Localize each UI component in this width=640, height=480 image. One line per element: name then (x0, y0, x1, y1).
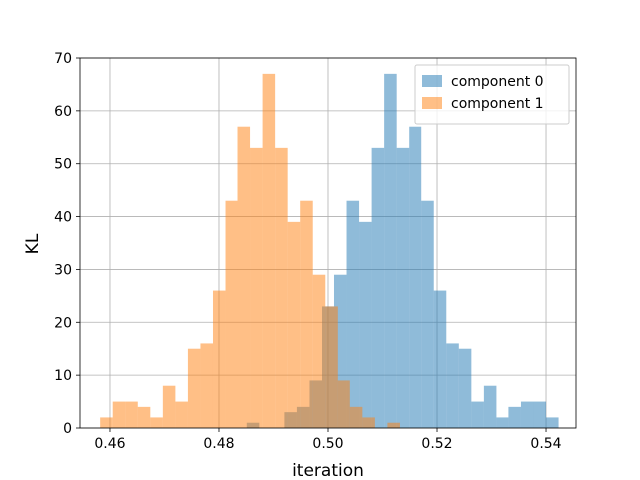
histogram-bar (237, 126, 251, 428)
histogram-bar (275, 147, 288, 428)
y-tick-label: 0 (63, 421, 72, 437)
legend: component 0 component 1 (414, 64, 570, 125)
histogram-bar (409, 126, 422, 428)
y-tick-label: 40 (54, 210, 72, 226)
y-tick-label: 70 (54, 51, 72, 67)
histogram-bar (250, 147, 263, 428)
y-tick-label: 20 (54, 315, 72, 331)
histogram-bar (187, 348, 201, 428)
histogram-bar (421, 200, 434, 428)
histogram-bar (362, 417, 375, 428)
y-axis-ticks: 0 10 20 30 40 50 60 70 (54, 51, 80, 437)
histogram-bar (162, 385, 176, 428)
y-tick-label: 60 (54, 104, 72, 120)
histogram-bar (496, 417, 509, 428)
grid-lines (80, 57, 576, 429)
x-tick-label: 0.50 (312, 436, 343, 452)
series-1-bars (100, 73, 400, 428)
histogram-bar (262, 73, 276, 428)
histogram-bar (508, 406, 521, 428)
x-tick-label: 0.52 (421, 436, 452, 452)
histogram-bars (100, 73, 559, 428)
histogram-bar (150, 417, 163, 428)
histogram-bar (458, 348, 472, 428)
legend-label: component 1 (451, 96, 544, 112)
legend-swatch (422, 75, 442, 87)
histogram-bar (359, 221, 372, 428)
histogram-bar (546, 417, 559, 428)
x-tick-label: 0.46 (94, 436, 125, 452)
x-axis-ticks: 0.46 0.48 0.50 0.52 0.54 (94, 428, 562, 452)
histogram-bar (346, 200, 360, 428)
legend-swatch (422, 97, 442, 109)
histogram-bar (312, 274, 326, 428)
x-tick-label: 0.48 (203, 436, 234, 452)
histogram-bar (387, 422, 400, 428)
histogram-bar (533, 401, 547, 428)
histogram-bar (112, 401, 126, 428)
histogram-bar (396, 147, 410, 428)
histogram-bar (225, 200, 238, 428)
x-tick-label: 0.54 (530, 436, 561, 452)
x-axis-label: iteration (292, 461, 364, 480)
y-tick-label: 10 (54, 368, 72, 384)
y-axis-label: KL (23, 233, 43, 254)
histogram-bar (125, 401, 138, 428)
legend-box (414, 64, 570, 125)
histogram-bar (325, 306, 338, 428)
histogram-bar (384, 73, 397, 428)
histogram-bar (212, 290, 226, 428)
legend-label: component 0 (451, 74, 544, 90)
histogram-bar (433, 290, 447, 428)
histogram-bar (483, 385, 497, 428)
histogram-bar (337, 380, 350, 428)
histogram-bar (100, 417, 113, 428)
y-tick-label: 30 (54, 262, 72, 278)
histogram-bar (200, 343, 213, 428)
histogram-bar (471, 401, 484, 428)
y-tick-label: 50 (54, 157, 72, 173)
histogram-bar (175, 401, 188, 428)
histogram-bar (520, 401, 534, 428)
histogram-bar (446, 343, 459, 428)
histogram-bar (349, 406, 363, 428)
histogram-bar (371, 147, 385, 428)
histogram-bar (137, 406, 151, 428)
histogram-bar (300, 200, 313, 428)
histogram-bar (287, 221, 301, 428)
